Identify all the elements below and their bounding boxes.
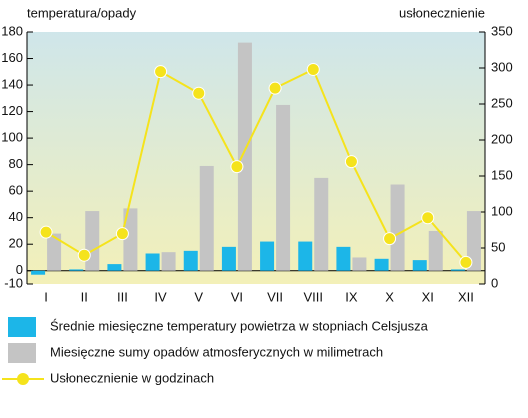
legend-label: Średnie miesięczne temperatury powietrza… xyxy=(50,318,429,333)
y-tick-label: 140 xyxy=(1,76,23,91)
y-tick-label: 0 xyxy=(16,262,23,277)
bar xyxy=(145,253,160,271)
bar xyxy=(107,264,122,271)
legend-label: Usłonecznienie w godzinach xyxy=(50,370,214,385)
bar xyxy=(85,211,100,271)
bar xyxy=(276,104,291,271)
sun-marker xyxy=(230,160,244,174)
sun-marker xyxy=(39,225,53,239)
legend-swatch xyxy=(8,343,36,363)
x-tick-label: VII xyxy=(267,289,283,304)
y2-tick-label: 150 xyxy=(491,167,513,182)
y-tick-label: 120 xyxy=(1,103,23,118)
x-tick-label: IV xyxy=(154,289,167,304)
bar xyxy=(466,211,481,271)
bar xyxy=(47,233,62,271)
legend-swatch xyxy=(8,317,36,337)
bar xyxy=(450,269,465,271)
sun-marker xyxy=(383,232,397,246)
sun-marker xyxy=(344,155,358,169)
bar xyxy=(123,208,138,271)
bar xyxy=(298,241,313,271)
sun-marker xyxy=(77,248,91,262)
y-tick-label: 80 xyxy=(9,156,23,171)
x-tick-label: V xyxy=(194,289,203,304)
y2-axis-label: usłonecznienie xyxy=(399,5,485,20)
bar xyxy=(31,270,46,275)
bar xyxy=(374,258,389,271)
y2-tick-label: 300 xyxy=(491,59,513,74)
legend-swatch xyxy=(17,373,29,385)
bar xyxy=(314,177,329,271)
line xyxy=(45,68,467,264)
bar xyxy=(390,184,405,271)
bar xyxy=(428,230,443,271)
x-tick-label: XI xyxy=(422,289,434,304)
sun-marker xyxy=(115,227,129,241)
x-tick-label: I xyxy=(44,289,48,304)
y2-tick-label: 0 xyxy=(491,275,498,290)
y2-tick-label: 200 xyxy=(491,131,513,146)
bar xyxy=(352,257,367,271)
y-tick-label: 20 xyxy=(9,236,23,251)
bar xyxy=(221,246,236,271)
y-tick-label: 180 xyxy=(1,23,23,38)
y2-tick-label: 100 xyxy=(491,203,513,218)
x-tick-label: VIII xyxy=(303,289,323,304)
y2-tick-label: 350 xyxy=(491,23,513,38)
y2-tick-label: 50 xyxy=(491,239,505,254)
y2-tick-label: 250 xyxy=(491,95,513,110)
plot-background xyxy=(27,32,485,284)
bar xyxy=(161,252,176,271)
x-tick-label: VI xyxy=(231,289,243,304)
bar xyxy=(183,250,198,271)
sun-marker xyxy=(421,211,435,225)
x-tick-label: X xyxy=(385,289,394,304)
legend-label: Miesięczne sumy opadów atmosferycznych w… xyxy=(50,344,383,359)
y-tick-label: 100 xyxy=(1,130,23,145)
y-tick-label: -10 xyxy=(4,275,23,290)
x-tick-label: III xyxy=(117,289,128,304)
x-tick-label: IX xyxy=(345,289,358,304)
sun-marker xyxy=(268,81,282,95)
sun-marker xyxy=(154,65,168,79)
y-tick-label: 160 xyxy=(1,50,23,65)
x-tick-label: XII xyxy=(458,289,474,304)
bar xyxy=(199,165,214,271)
y-axis-label: temperatura/opady xyxy=(27,5,137,20)
sun-marker xyxy=(192,86,206,100)
bar xyxy=(412,260,427,271)
y-tick-label: 40 xyxy=(9,209,23,224)
bar xyxy=(69,269,84,271)
bar xyxy=(336,246,351,271)
bar xyxy=(260,241,275,271)
sun-marker xyxy=(459,255,473,269)
bar xyxy=(237,42,252,271)
sun-marker xyxy=(306,62,320,76)
x-tick-label: II xyxy=(81,289,88,304)
y-tick-label: 60 xyxy=(9,183,23,198)
